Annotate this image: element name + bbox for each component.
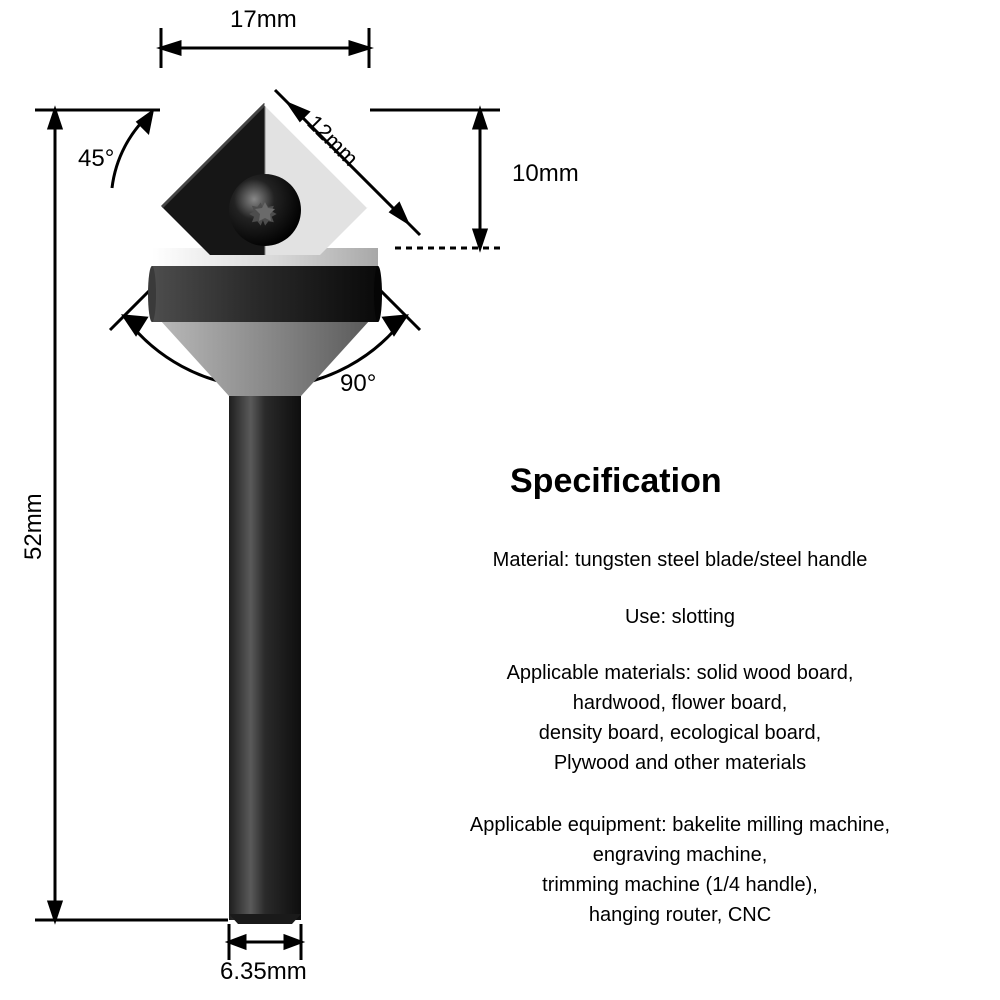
spec-use-text: Use: slotting bbox=[625, 606, 735, 628]
diagram-area: 17mm 45° 12mm 10mm 90° 52mm 6.35mm Speci… bbox=[0, 0, 1000, 1000]
label-angle-45: 45° bbox=[78, 145, 114, 173]
label-top-width: 17mm bbox=[230, 6, 297, 34]
spec-eq-l1: Applicable equipment: bakelite milling m… bbox=[400, 810, 960, 840]
cone bbox=[160, 320, 370, 396]
spec-mat-l2: hardwood, flower board, bbox=[400, 688, 960, 718]
spec-eq-l3: trimming machine (1/4 handle), bbox=[400, 870, 960, 900]
spec-mat-l3: density board, ecological board, bbox=[400, 718, 960, 748]
shank-tip bbox=[229, 914, 301, 924]
spec-eq-l4: hanging router, CNC bbox=[400, 900, 960, 930]
dim-head-height bbox=[370, 110, 500, 248]
spec-eq-l2: engraving machine, bbox=[400, 840, 960, 870]
spec-material-text: Material: tungsten steel blade/steel han… bbox=[493, 549, 868, 571]
spec-material: Material: tungsten steel blade/steel han… bbox=[400, 545, 960, 575]
spec-use: Use: slotting bbox=[400, 602, 960, 632]
angle-45 bbox=[112, 112, 152, 188]
dim-shank-dia bbox=[229, 924, 301, 960]
label-angle-90: 90° bbox=[340, 370, 376, 398]
label-total-height: 52mm bbox=[20, 493, 48, 560]
spec-mat-l4: Plywood and other materials bbox=[400, 748, 960, 778]
spec-title: Specification bbox=[510, 462, 722, 501]
label-head-height: 10mm bbox=[512, 160, 579, 188]
spec-equipment-list: Applicable equipment: bakelite milling m… bbox=[400, 810, 960, 930]
band-dark bbox=[152, 266, 378, 322]
spec-materials-list: Applicable materials: solid wood board, … bbox=[400, 658, 960, 778]
label-shank-dia: 6.35mm bbox=[220, 958, 307, 986]
dim-top-width bbox=[161, 28, 369, 68]
spec-mat-l1: Applicable materials: solid wood board, bbox=[400, 658, 960, 688]
shank bbox=[229, 396, 301, 920]
